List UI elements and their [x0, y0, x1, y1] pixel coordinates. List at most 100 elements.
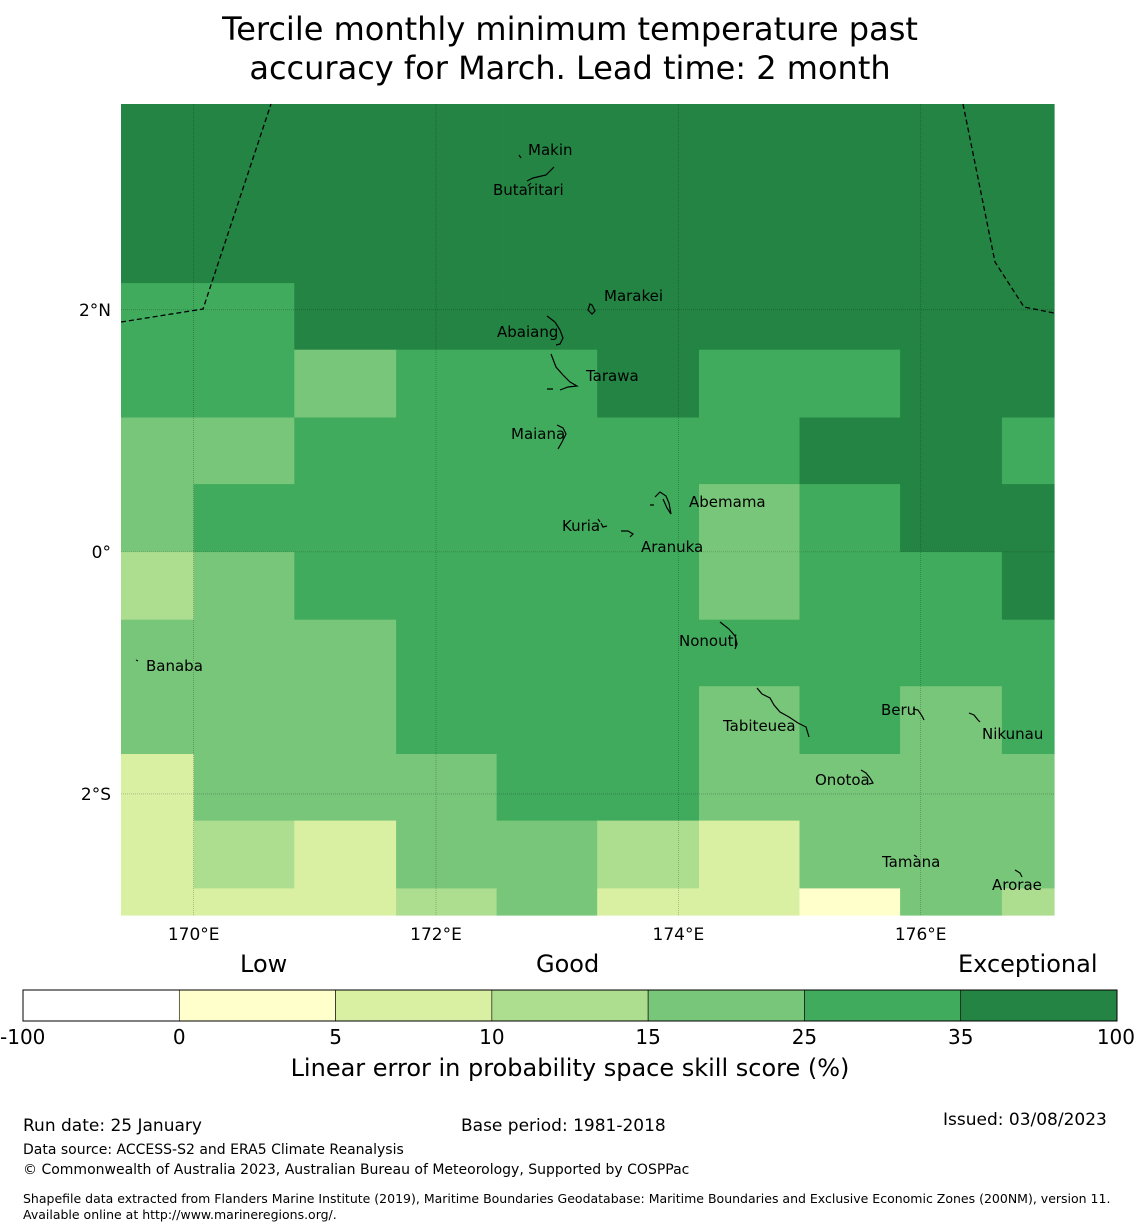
skill-cell	[396, 349, 498, 419]
axis-labels: 2°N 0° 2°S 170°E 172°E 174°E 176°E	[79, 301, 947, 945]
colorbar-header-low: Low	[240, 950, 288, 978]
skill-cell	[1001, 686, 1055, 755]
skill-cell	[1001, 754, 1055, 822]
skill-cell	[193, 619, 295, 687]
eez-boundaries	[120, 103, 1055, 323]
skill-cell	[597, 484, 700, 553]
island-label: Maiana	[511, 425, 565, 443]
skill-cell	[496, 686, 598, 755]
island-label: Nonouti	[679, 632, 738, 650]
skill-cell	[799, 283, 901, 351]
skill-cell	[396, 104, 498, 284]
skill-cell	[699, 283, 801, 351]
skill-cell	[496, 754, 598, 822]
skill-cell	[294, 104, 397, 284]
skill-grid	[121, 104, 1055, 916]
run-date: Run date: 25 January	[23, 1116, 202, 1136]
skill-cell	[1001, 820, 1055, 889]
island-label: Tarawa	[585, 367, 639, 385]
data-source: Data source: ACCESS-S2 and ERA5 Climate …	[23, 1142, 404, 1158]
skill-cell	[799, 888, 901, 916]
island-outlines	[135, 154, 1023, 878]
colorbar-tick-label: 35	[947, 1025, 974, 1049]
skill-cell	[496, 484, 598, 553]
tabiteuea-outline	[756, 687, 810, 738]
skill-cell	[396, 754, 498, 822]
skill-cell	[496, 551, 598, 621]
skill-cell	[396, 417, 498, 485]
colorbar-tick-label: 5	[329, 1025, 342, 1049]
skill-cell	[900, 484, 1003, 553]
skill-cell	[597, 619, 700, 687]
title-line-1: Tercile monthly minimum temperature past	[222, 10, 918, 48]
skill-cell	[396, 619, 498, 687]
kuria-outline	[597, 518, 608, 528]
skill-cell	[193, 754, 295, 822]
skill-cell	[294, 888, 397, 916]
island-label: Banaba	[146, 657, 203, 675]
island-label: Butaritari	[493, 181, 564, 199]
skill-cell	[1001, 484, 1055, 553]
skill-cell	[699, 820, 801, 889]
skill-cell	[1001, 283, 1055, 351]
skill-cell	[1001, 104, 1055, 284]
skill-cell	[294, 283, 397, 351]
skill-cell	[900, 686, 1003, 755]
skill-cell	[900, 104, 1003, 284]
skill-cell	[799, 820, 901, 889]
skill-cell	[496, 888, 598, 916]
beru-outline	[912, 708, 925, 721]
skill-cell	[900, 820, 1003, 889]
skill-cell	[900, 619, 1003, 687]
colorbar-label: Linear error in probability space skill …	[290, 1054, 850, 1082]
skill-cell	[597, 888, 700, 916]
skill-cell	[799, 686, 901, 755]
skill-cell	[121, 104, 195, 284]
colorbar-header-good: Good	[536, 950, 600, 978]
skill-cell	[699, 754, 801, 822]
colorbar-outline	[22, 989, 1118, 1022]
skill-cell	[396, 888, 498, 916]
skill-cell	[294, 754, 397, 822]
skill-cell	[799, 484, 901, 553]
skill-cell	[597, 417, 700, 485]
makin-outline	[518, 154, 522, 159]
skill-cell	[121, 888, 195, 916]
skill-cell	[799, 349, 901, 419]
skill-cell	[699, 349, 801, 419]
arorae-outline	[1014, 869, 1023, 878]
skill-cell	[799, 754, 901, 822]
skill-cell	[1001, 888, 1055, 916]
lat-tick-label: 0°	[92, 543, 111, 563]
skill-cell	[193, 417, 295, 485]
skill-cell	[193, 104, 295, 284]
skill-cell	[193, 283, 295, 351]
lon-tick-label: 170°E	[168, 925, 220, 945]
lon-tick-label: 176°E	[895, 925, 947, 945]
skill-cell	[900, 283, 1003, 351]
tarawa-outline	[547, 353, 579, 391]
lon-tick-label: 174°E	[653, 925, 705, 945]
skill-cell	[699, 417, 801, 485]
skill-cell	[699, 619, 801, 687]
skill-cell	[699, 888, 801, 916]
skill-cell	[1001, 551, 1055, 621]
skill-cell	[597, 104, 700, 284]
skill-cell	[900, 551, 1003, 621]
skill-cell	[121, 484, 195, 553]
lon-tick-label: 172°E	[410, 925, 462, 945]
skill-cell	[193, 349, 295, 419]
lat-tick-label: 2°N	[79, 301, 111, 321]
island-label: Tamana	[881, 853, 940, 871]
colorbar-tick-label: -100	[0, 1025, 46, 1049]
skill-cell	[900, 888, 1003, 916]
colorbar-header-exceptional: Exceptional	[958, 950, 1098, 978]
skill-cell	[396, 484, 498, 553]
shapefile-credit: Shapefile data extracted from Flanders M…	[23, 1191, 1111, 1222]
skill-cell	[799, 619, 901, 687]
skill-cell	[699, 104, 801, 284]
butaritari-outline	[526, 166, 555, 187]
skill-cell	[193, 551, 295, 621]
skill-cell	[900, 417, 1003, 485]
skill-cell	[799, 104, 901, 284]
